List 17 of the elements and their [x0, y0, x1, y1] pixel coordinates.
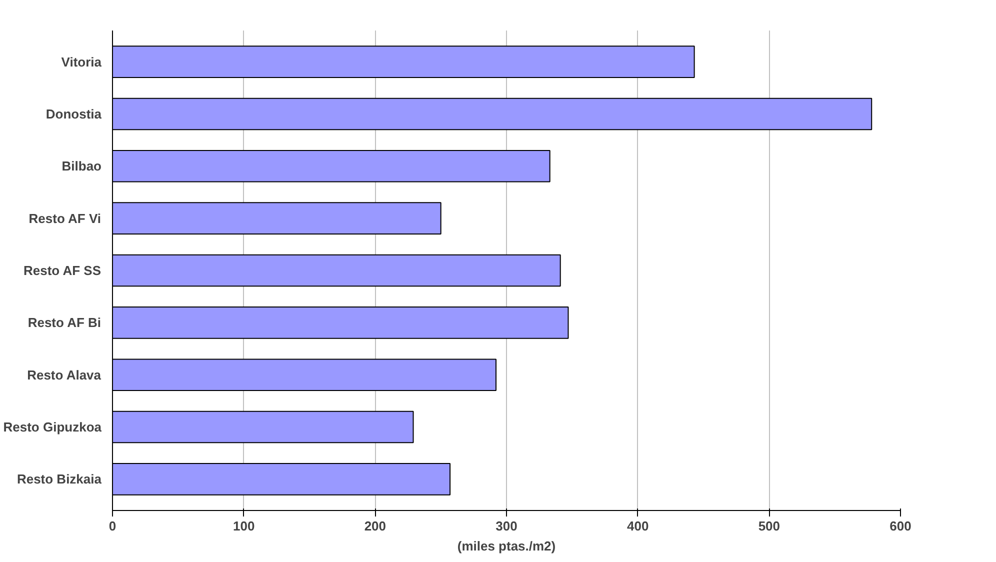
y-tick-label: Bilbao — [62, 158, 102, 174]
y-tick-label: Resto Alava — [27, 367, 102, 382]
y-tick-label: Resto Bizkaia — [16, 472, 102, 487]
x-tick-label: 100 — [232, 518, 255, 534]
x-tick-label: 300 — [496, 518, 518, 534]
y-tick-label: Donostia — [46, 106, 102, 122]
y-tick-label: Resto AF Bi — [28, 315, 102, 330]
x-tick-label: 200 — [364, 518, 386, 534]
y-tick-label: Resto AF SS — [23, 263, 102, 278]
x-tick-label: 600 — [890, 518, 912, 534]
y-tick-label: Vitoria — [61, 54, 102, 70]
y-tick-label: Resto Gipuzkoa — [3, 420, 102, 435]
x-tick-label: 400 — [626, 518, 649, 534]
x-axis-title: (miles ptas./m2) — [457, 538, 556, 554]
y-tick-label: Resto AF Vi — [28, 210, 102, 226]
x-tick-label: 500 — [758, 518, 780, 534]
x-tick-label: 0 — [108, 518, 116, 534]
